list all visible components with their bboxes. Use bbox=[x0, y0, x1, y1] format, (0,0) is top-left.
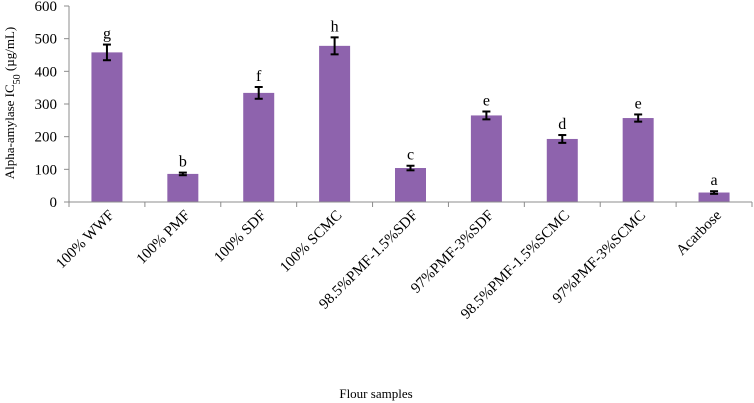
bar bbox=[546, 138, 578, 202]
y-axis-title: Alpha-amylase IC50 (µg/mL) bbox=[2, 27, 23, 180]
y-axis-title-main: Alpha-amylase IC bbox=[2, 84, 17, 179]
significance-label: e bbox=[635, 95, 642, 112]
bar bbox=[470, 115, 502, 202]
y-tick-label: 0 bbox=[50, 195, 58, 211]
y-axis: 0 100 200 300 400 500 600 bbox=[35, 0, 70, 211]
x-tick-label: 100% WWF bbox=[53, 208, 117, 272]
bars: g b f h c e d e a bbox=[91, 18, 730, 203]
y-axis-title-subscript: 50 bbox=[12, 74, 23, 84]
x-tick-label: 100% SCMC bbox=[277, 208, 345, 276]
x-axis-title: Flour samples bbox=[339, 386, 412, 401]
y-tick-label: 300 bbox=[35, 97, 58, 113]
significance-label: c bbox=[407, 147, 414, 164]
significance-label: g bbox=[103, 26, 111, 43]
significance-label: e bbox=[483, 93, 490, 110]
significance-label: f bbox=[256, 68, 262, 85]
significance-label: h bbox=[331, 18, 339, 35]
bar bbox=[167, 173, 199, 202]
significance-label: a bbox=[711, 172, 718, 189]
bar bbox=[395, 168, 426, 202]
bar bbox=[698, 192, 730, 202]
significance-label: d bbox=[558, 116, 566, 133]
x-axis: 100% WWF 100% PMF 100% SDF 100% SCMC98.5%PM… bbox=[53, 201, 753, 323]
y-tick-label: 100 bbox=[35, 162, 58, 178]
x-tick-label: 97%PMF-3%SDF bbox=[408, 208, 497, 297]
bar bbox=[91, 52, 123, 203]
y-tick-label: 500 bbox=[35, 32, 58, 48]
y-tick-label: 600 bbox=[35, 0, 58, 15]
x-tick-label: 100% SDF bbox=[211, 208, 269, 266]
y-axis-title-unit: (µg/mL) bbox=[2, 27, 17, 75]
significance-label: b bbox=[179, 154, 187, 171]
x-tick-label: 100% PMF bbox=[134, 208, 194, 268]
y-tick-label: 400 bbox=[35, 64, 58, 80]
bar bbox=[319, 45, 351, 202]
x-tick-label: Acarbose bbox=[674, 207, 726, 259]
y-tick-label: 200 bbox=[35, 130, 58, 146]
bar bbox=[243, 92, 275, 202]
bar bbox=[622, 118, 654, 202]
